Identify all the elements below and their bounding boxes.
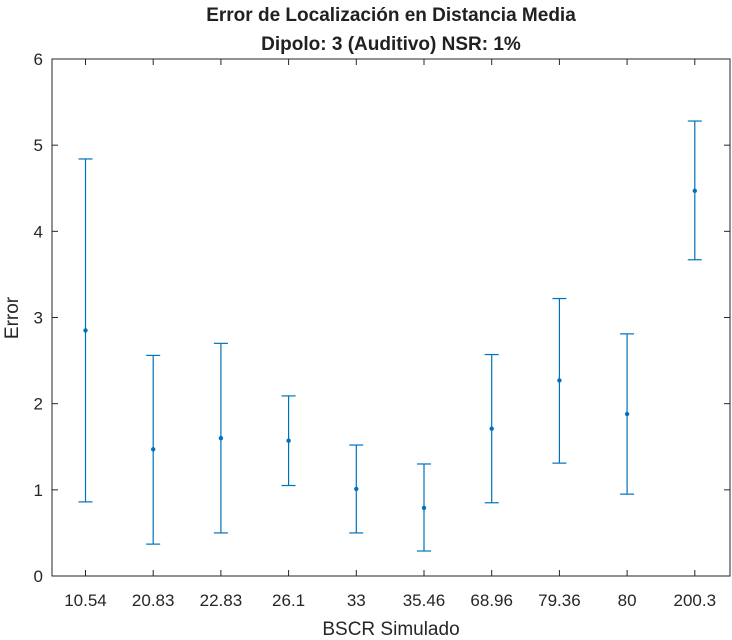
x-tick-label-4: 33	[347, 591, 366, 610]
x-tick-label-8: 80	[618, 591, 637, 610]
data-point-3	[286, 438, 291, 443]
x-tick-label-9: 200.3	[674, 591, 717, 610]
y-tick-label-2: 2	[34, 395, 43, 414]
plot-area	[51, 58, 731, 577]
data-point-0	[83, 328, 88, 333]
x-tick-label-7: 79.36	[538, 591, 581, 610]
y-tick-label-0: 0	[34, 567, 43, 586]
y-axis-label: Error	[2, 296, 23, 339]
y-tick-label-3: 3	[34, 309, 43, 328]
chart-marks: 0 1 2 3 4 5 6 10.54 20.83 22.83 26.1 33 35.46 68.96 79…	[34, 50, 730, 610]
x-tick-label-6: 68.96	[470, 591, 513, 610]
data-point-9	[692, 188, 697, 194]
x-tick-label-1: 20.83	[132, 591, 175, 610]
data-point-4	[354, 486, 359, 492]
x-tick-label-3: 26.1	[272, 591, 305, 610]
y-tick-label-1: 1	[34, 481, 43, 500]
data-point-1	[151, 447, 156, 452]
chart-subtitle: Dipolo: 3 (Auditivo) NSR: 1%	[261, 34, 521, 55]
y-tick-label-6: 6	[34, 50, 43, 69]
chart-title: Error de Localización en Distancia Media	[206, 5, 576, 26]
y-tick-label-5: 5	[34, 136, 43, 155]
y-tick-label-4: 4	[34, 222, 43, 241]
data-point-2	[218, 435, 224, 441]
data-point-6	[489, 426, 494, 431]
data-point-7	[557, 378, 562, 383]
x-tick-label-2: 22.83	[200, 591, 243, 610]
x-tick-label-5: 35.46	[403, 591, 446, 610]
data-point-8	[624, 411, 630, 417]
data-point-5	[421, 505, 427, 511]
x-tick-label-0: 10.54	[64, 591, 107, 610]
x-axis-label: BSCR Simulado	[322, 619, 459, 640]
